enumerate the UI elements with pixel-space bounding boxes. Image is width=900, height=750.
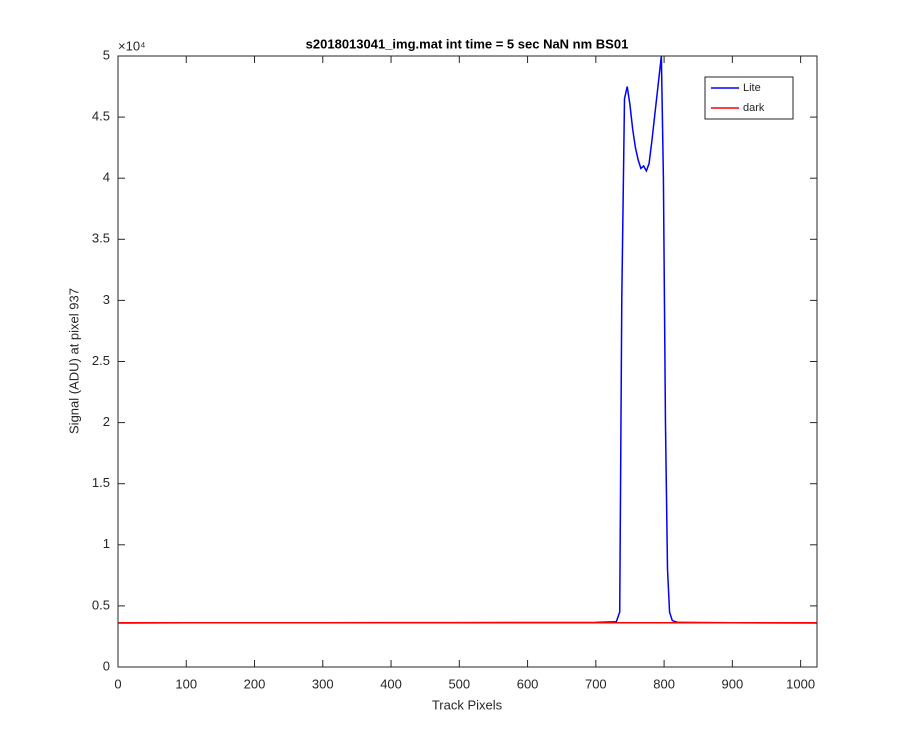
legend-label: Lite (743, 82, 761, 94)
y-tick-label: 2 (103, 414, 110, 429)
x-tick-label: 100 (175, 676, 197, 691)
y-tick-label: 1.5 (92, 475, 110, 490)
y-tick-label: 0 (103, 658, 110, 673)
y-tick-label: 2.5 (92, 353, 110, 368)
x-tick-label: 500 (448, 676, 470, 691)
y-tick-label: 0.5 (92, 597, 110, 612)
plot-area (118, 56, 817, 667)
x-tick-label: 700 (585, 676, 607, 691)
y-axis-label: Signal (ADU) at pixel 937 (66, 288, 81, 434)
y-tick-label: 4.5 (92, 109, 110, 124)
y-tick-label: 4 (103, 170, 110, 185)
y-tick-label: 3 (103, 292, 110, 307)
y-multiplier: ×10⁴ (118, 38, 146, 53)
x-tick-label: 900 (722, 676, 744, 691)
legend-label: dark (743, 102, 765, 114)
x-tick-label: 200 (244, 676, 266, 691)
legend-box (704, 76, 794, 120)
x-tick-label: 800 (653, 676, 675, 691)
x-tick-label: 600 (517, 676, 539, 691)
y-tick-label: 1 (103, 536, 110, 551)
x-tick-label: 0 (114, 676, 121, 691)
x-axis-label: Track Pixels (432, 697, 503, 712)
x-tick-label: 300 (312, 676, 334, 691)
y-tick-label: 5 (103, 47, 110, 62)
x-tick-label: 1000 (786, 676, 815, 691)
plot (118, 55, 818, 624)
x-tick-label: 400 (380, 676, 402, 691)
chart-title: s2018013041_img.mat int time = 5 sec NaN… (306, 36, 629, 51)
y-tick-label: 3.5 (92, 231, 110, 246)
